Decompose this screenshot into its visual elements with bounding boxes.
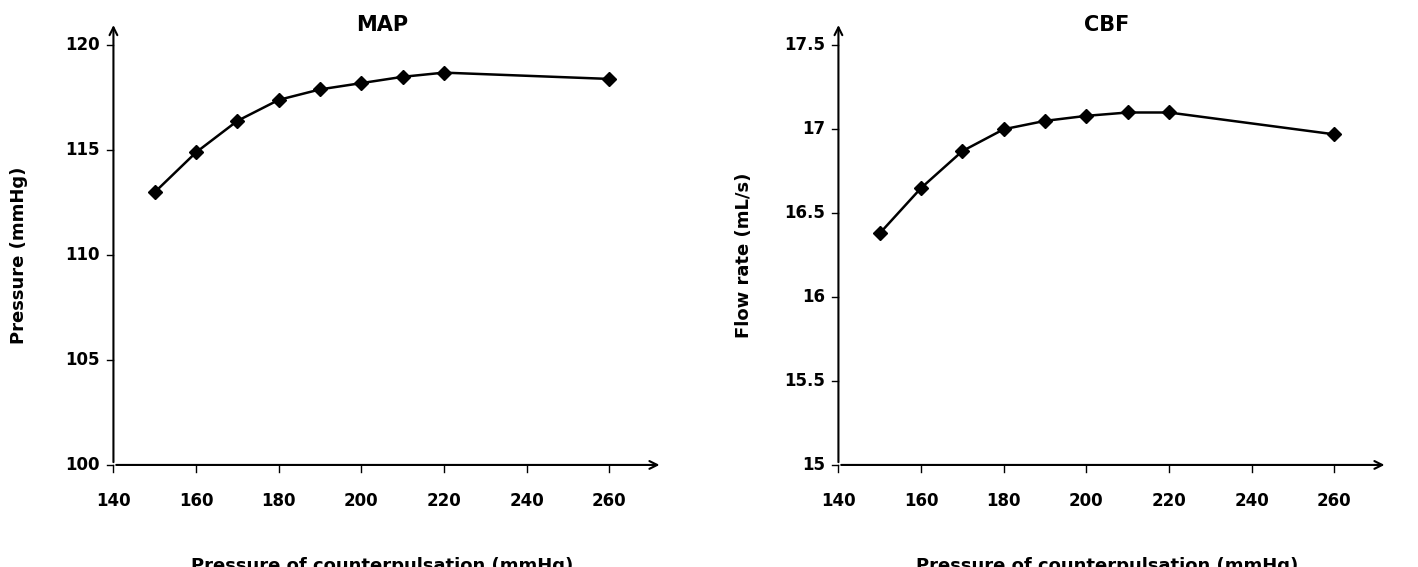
Text: Pressure of counterpulsation (mmHg): Pressure of counterpulsation (mmHg) <box>916 557 1297 567</box>
Text: 180: 180 <box>987 492 1021 510</box>
Text: 160: 160 <box>903 492 939 510</box>
Text: 220: 220 <box>1151 492 1187 510</box>
Title: CBF: CBF <box>1085 15 1130 36</box>
Text: 260: 260 <box>1317 492 1351 510</box>
Text: 17.5: 17.5 <box>784 36 825 54</box>
Text: 110: 110 <box>65 246 101 264</box>
Text: Flow rate (mL/s): Flow rate (mL/s) <box>736 172 753 338</box>
Text: 120: 120 <box>65 36 101 54</box>
Title: MAP: MAP <box>356 15 408 36</box>
Text: Pressure (mmHg): Pressure (mmHg) <box>10 167 28 344</box>
Text: 140: 140 <box>821 492 855 510</box>
Text: 16: 16 <box>803 288 825 306</box>
Text: 200: 200 <box>1069 492 1103 510</box>
Text: 105: 105 <box>65 351 101 369</box>
Text: 15: 15 <box>803 456 825 474</box>
Text: 140: 140 <box>96 492 130 510</box>
Text: 17: 17 <box>803 120 825 138</box>
Text: 15.5: 15.5 <box>784 372 825 390</box>
Text: 260: 260 <box>591 492 627 510</box>
Text: 240: 240 <box>1234 492 1269 510</box>
Text: 220: 220 <box>427 492 461 510</box>
Text: 160: 160 <box>179 492 213 510</box>
Text: 100: 100 <box>65 456 101 474</box>
Text: 180: 180 <box>261 492 296 510</box>
Text: Pressure of counterpulsation (mmHg): Pressure of counterpulsation (mmHg) <box>191 557 573 567</box>
Text: 115: 115 <box>65 141 101 159</box>
Text: 200: 200 <box>345 492 379 510</box>
Text: 16.5: 16.5 <box>784 204 825 222</box>
Text: 240: 240 <box>509 492 545 510</box>
